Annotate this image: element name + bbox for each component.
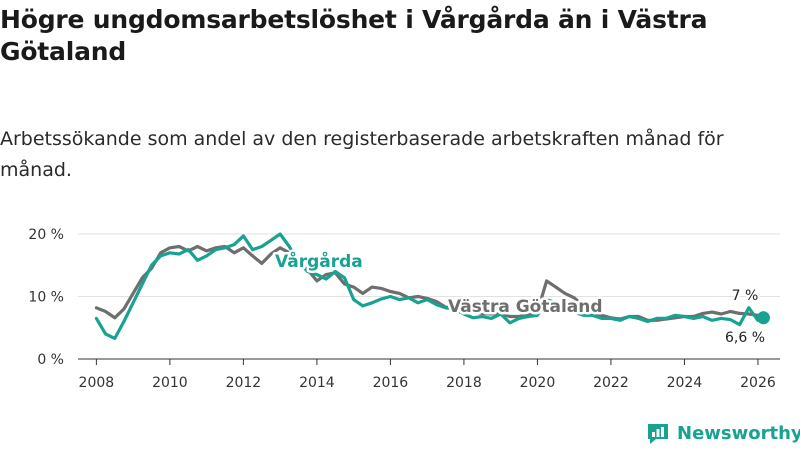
x-tick-label: 2014 [299,375,335,391]
chart-title: Högre ungdomsarbetslöshet i Vårgårda än … [0,5,708,66]
brand-name: Newsworthy [677,422,800,444]
x-tick-label: 2018 [446,375,482,391]
x-tick-label: 2020 [520,375,556,391]
x-tick-label: 2024 [667,375,703,391]
end-label-vastra-gotaland: 7 % [732,288,759,304]
newsworthy-logo-icon [648,424,668,444]
series-line-vargarda [94,232,766,340]
end-label-vargarda: 6,6 % [725,330,765,346]
y-tick-label: 10 % [28,290,64,306]
series-label-vargarda: Vårgårda [275,250,363,272]
x-tick-label: 2010 [152,375,188,391]
y-tick-label: 0 % [37,352,64,368]
x-tick-label: 2008 [79,375,115,391]
series-end-marker-vargarda [756,311,770,325]
y-tick-label: 20 % [28,227,64,243]
chart-subtitle: Arbetssökande som andel av den registerb… [0,128,724,181]
series-label-vastra-gotaland: Västra Götaland [448,297,603,317]
x-tick-label: 2022 [593,375,629,391]
x-tick-label: 2012 [226,375,262,391]
x-tick-label: 2026 [740,375,776,391]
x-tick-label: 2016 [373,375,409,391]
newsworthy-logo[interactable]: Newsworthy [645,419,800,447]
